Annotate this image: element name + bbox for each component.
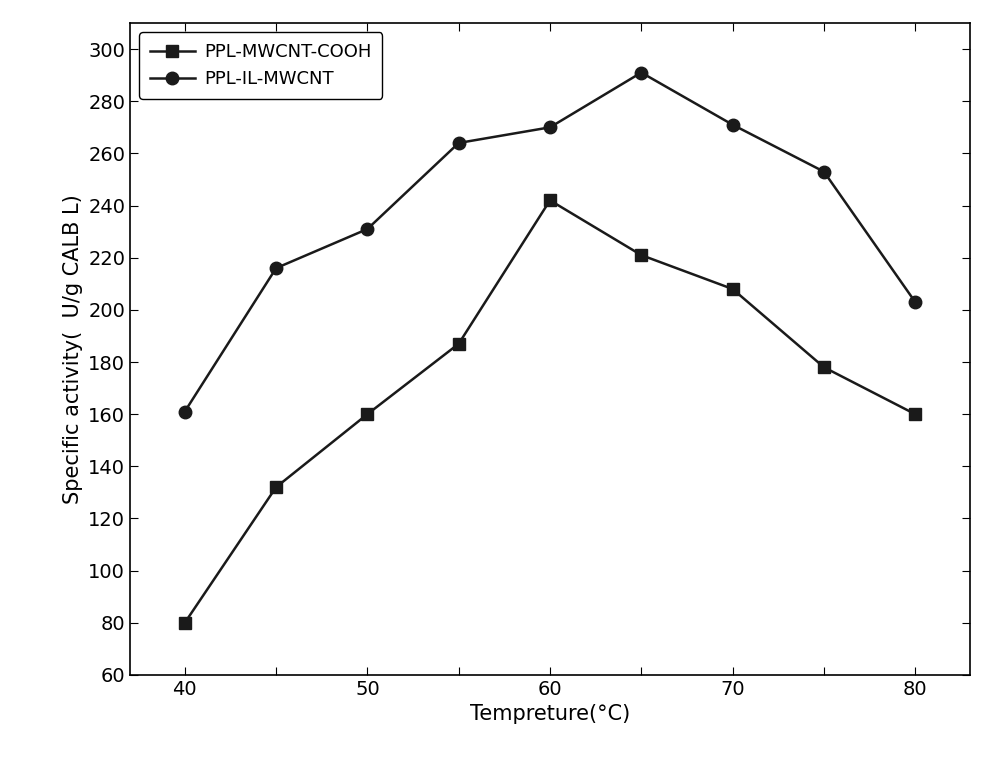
PPL-MWCNT-COOH	[909, 410, 921, 419]
PPL-MWCNT-COOH	[727, 285, 739, 294]
PPL-IL-MWCNT	[727, 120, 739, 130]
Legend: PPL-MWCNT-COOH, PPL-IL-MWCNT: PPL-MWCNT-COOH, PPL-IL-MWCNT	[139, 32, 382, 99]
PPL-MWCNT-COOH	[179, 618, 191, 627]
PPL-MWCNT-COOH	[361, 410, 373, 419]
PPL-IL-MWCNT	[179, 407, 191, 416]
PPL-IL-MWCNT	[270, 264, 282, 273]
PPL-MWCNT-COOH	[818, 363, 830, 372]
PPL-IL-MWCNT	[453, 138, 465, 147]
PPL-IL-MWCNT	[361, 225, 373, 234]
PPL-IL-MWCNT	[818, 167, 830, 176]
PPL-MWCNT-COOH	[544, 196, 556, 205]
PPL-MWCNT-COOH	[453, 339, 465, 348]
PPL-IL-MWCNT	[909, 298, 921, 307]
PPL-MWCNT-COOH	[270, 482, 282, 492]
PPL-MWCNT-COOH	[635, 251, 647, 260]
PPL-IL-MWCNT	[544, 123, 556, 132]
Y-axis label: Specific activity(  U/g CALB L): Specific activity( U/g CALB L)	[63, 194, 83, 504]
PPL-IL-MWCNT	[635, 68, 647, 77]
X-axis label: Tempreture(°C): Tempreture(°C)	[470, 704, 630, 724]
Line: PPL-IL-MWCNT: PPL-IL-MWCNT	[179, 66, 921, 418]
Line: PPL-MWCNT-COOH: PPL-MWCNT-COOH	[179, 194, 921, 629]
